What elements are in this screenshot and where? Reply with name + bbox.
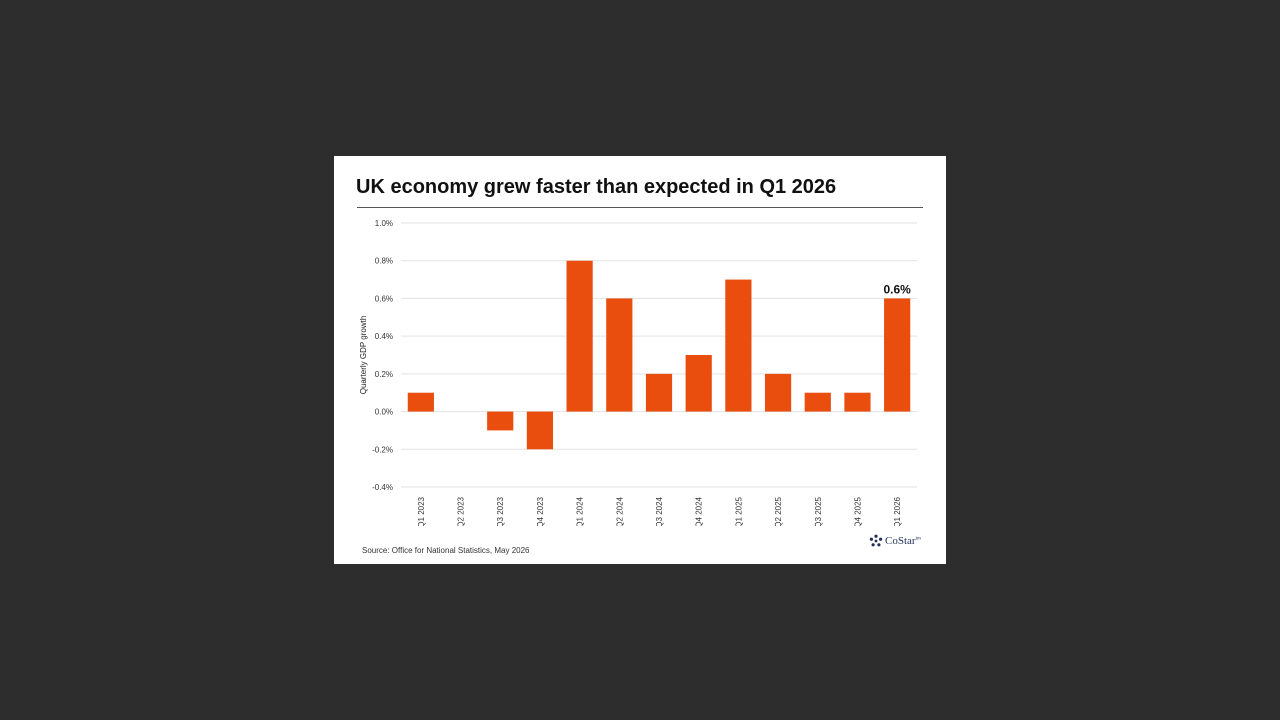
x-tick-label: Q4 2025 [853,496,862,526]
chart-title: UK economy grew faster than expected in … [356,176,837,198]
bar [606,298,633,412]
y-tick-label: 0.2% [375,370,393,379]
chart-card: UK economy grew faster than expected in … [334,156,946,564]
y-axis-label: Quarterly GDP growth [359,316,368,395]
bar [487,411,514,431]
bar [526,411,554,450]
bar-chart: 1.0% 0.8% 0.6% 0.4% 0.2% 0.0% -0.2% -0.4% Quarte… [359,219,917,526]
x-tick-label: Q1 2023 [417,496,426,526]
y-tick-label: -0.2% [372,445,393,454]
y-tick-label: 0.0% [375,408,393,417]
bar [645,373,673,412]
costar-logo-text: CoStartm [885,535,921,547]
costar-logo: CoStartm [869,534,921,548]
data-label-q1-2026: 0.6% [883,282,911,296]
bar [566,260,593,412]
bar [804,392,831,412]
y-tick-label: 0.6% [375,294,393,303]
bar [407,392,434,412]
x-tick-label: Q2 2023 [457,496,466,526]
bar [884,298,911,412]
x-tick-label: Q3 2025 [814,496,823,526]
source-note: Source: Office for National Statistics, … [362,546,530,555]
costar-logo-icon [869,534,883,547]
x-tick-label: Q4 2024 [695,496,704,526]
x-tick-label: Q2 2025 [774,496,783,526]
x-tick-label: Q2 2024 [615,496,624,526]
x-tick-label: Q4 2023 [536,496,545,526]
bar [764,373,792,412]
y-tick-label: 1.0% [375,219,393,228]
title-rule [357,207,923,208]
y-tick-label: -0.4% [372,483,393,492]
y-tick-label: 0.8% [375,257,393,266]
bar [725,279,752,412]
x-tick-label: Q3 2024 [655,496,664,526]
bar [844,392,871,412]
x-tick-label: Q1 2026 [893,496,902,526]
bar [685,355,712,412]
x-tick-label: Q3 2023 [496,496,505,526]
x-tick-label: Q1 2025 [734,496,743,526]
y-tick-label: 0.4% [375,332,393,341]
x-tick-label: Q1 2024 [576,496,585,526]
